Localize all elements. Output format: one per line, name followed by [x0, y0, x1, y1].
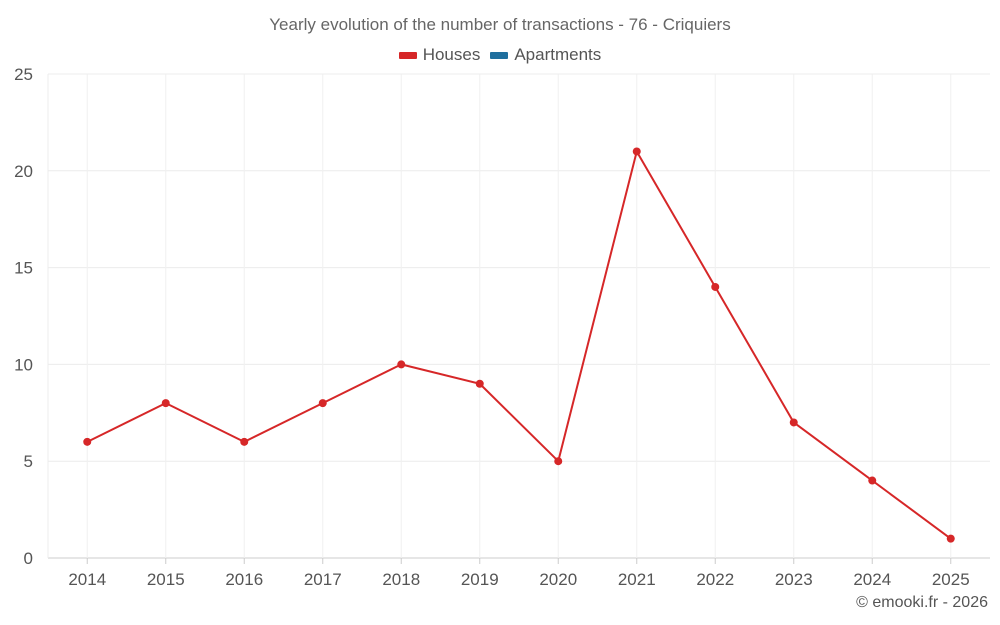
- chart-title: Yearly evolution of the number of transa…: [269, 15, 731, 34]
- x-tick-label: 2018: [382, 570, 420, 589]
- legend-label-apartments: Apartments: [514, 45, 602, 64]
- x-tick-label: 2014: [68, 570, 106, 589]
- data-point-houses[interactable]: [789, 418, 798, 427]
- x-tick-label: 2016: [225, 570, 263, 589]
- chart-legend: Houses Apartments: [0, 45, 1000, 65]
- y-tick-label: 20: [14, 162, 33, 181]
- data-point-houses[interactable]: [318, 399, 327, 408]
- series-line-houses: [86, 150, 952, 540]
- y-tick-label: 25: [14, 65, 33, 84]
- y-tick-label: 15: [14, 259, 33, 278]
- x-tick-label: 2021: [618, 570, 656, 589]
- x-tick-label: 2022: [696, 570, 734, 589]
- x-tick-label: 2023: [775, 570, 813, 589]
- x-tick-label: 2024: [853, 570, 891, 589]
- data-point-houses[interactable]: [946, 534, 955, 543]
- data-point-houses[interactable]: [475, 379, 484, 388]
- legend-item-apartments[interactable]: Apartments: [490, 45, 601, 65]
- y-tick-label: 10: [14, 355, 33, 374]
- x-tick-label: 2019: [461, 570, 499, 589]
- data-point-houses[interactable]: [868, 476, 877, 485]
- x-tick-label: 2015: [147, 570, 185, 589]
- data-point-houses[interactable]: [83, 437, 92, 446]
- legend-label-houses: Houses: [422, 45, 481, 64]
- y-tick-label: 5: [24, 452, 33, 471]
- x-tick-label: 2025: [932, 570, 970, 589]
- legend-swatch-apartments: [490, 51, 509, 59]
- legend-item-houses[interactable]: Houses: [398, 45, 481, 65]
- y-tick-label: 0: [24, 549, 33, 568]
- data-point-houses[interactable]: [161, 399, 170, 408]
- data-point-houses[interactable]: [632, 147, 641, 156]
- data-point-houses[interactable]: [711, 282, 720, 291]
- x-tick-label: 2017: [304, 570, 342, 589]
- legend-swatch-houses: [398, 51, 417, 59]
- data-point-houses[interactable]: [554, 457, 563, 466]
- data-point-houses[interactable]: [397, 360, 406, 369]
- x-tick-label: 2020: [539, 570, 577, 589]
- data-point-houses[interactable]: [240, 437, 249, 446]
- credit-text: © emooki.fr - 2026: [856, 594, 988, 611]
